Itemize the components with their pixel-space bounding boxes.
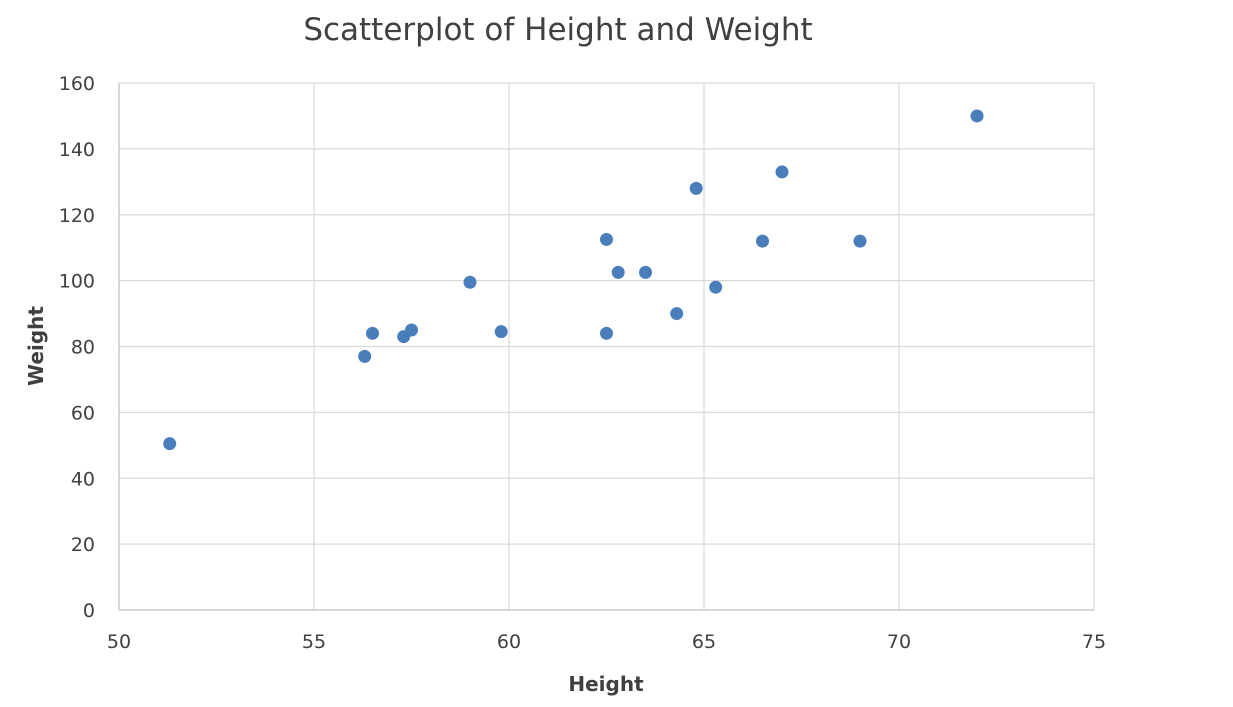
- y-tick-label: 120: [59, 205, 95, 227]
- data-point-12: [670, 307, 684, 321]
- grid-lines: [119, 82, 1095, 610]
- data-point-13: [689, 181, 703, 195]
- data-point-2: [358, 349, 372, 363]
- axes: [118, 83, 1094, 611]
- x-tick-label: 65: [692, 631, 716, 653]
- data-point-16: [775, 165, 789, 179]
- data-points: [163, 109, 984, 451]
- y-axis-title: Weight: [24, 306, 48, 386]
- chart-title: Scatterplot of Height and Weight: [303, 12, 812, 48]
- data-point-18: [970, 109, 984, 123]
- y-tick-label: 160: [59, 73, 95, 95]
- x-tick-label: 55: [302, 631, 326, 653]
- data-point-7: [494, 325, 508, 339]
- data-point-8: [600, 326, 613, 340]
- tick-labels: 0 20 40 60 80 100 120 140 160 50 55 60 65 70 75: [59, 73, 1106, 653]
- y-tick-label: 0: [83, 600, 95, 622]
- x-tick-label: 70: [887, 631, 911, 653]
- data-point-5: [405, 323, 418, 337]
- data-point-17: [853, 234, 867, 248]
- x-axis-title: Height: [568, 672, 644, 696]
- data-point-10: [611, 265, 625, 279]
- data-point-11: [639, 265, 652, 279]
- y-tick-label: 80: [71, 337, 95, 359]
- x-tick-label: 75: [1082, 631, 1106, 653]
- y-tick-label: 100: [59, 271, 95, 293]
- y-tick-label: 40: [71, 468, 95, 490]
- y-tick-label: 20: [71, 534, 95, 556]
- x-tick-label: 60: [497, 631, 521, 653]
- data-point-1: [163, 437, 177, 451]
- data-point-9: [600, 232, 613, 246]
- data-point-15: [756, 234, 769, 248]
- data-point-3: [366, 326, 379, 340]
- x-tick-label: 50: [107, 631, 131, 653]
- y-tick-label: 60: [71, 402, 95, 424]
- data-point-14: [709, 280, 723, 294]
- data-point-6: [463, 275, 477, 289]
- y-tick-label: 140: [59, 139, 95, 161]
